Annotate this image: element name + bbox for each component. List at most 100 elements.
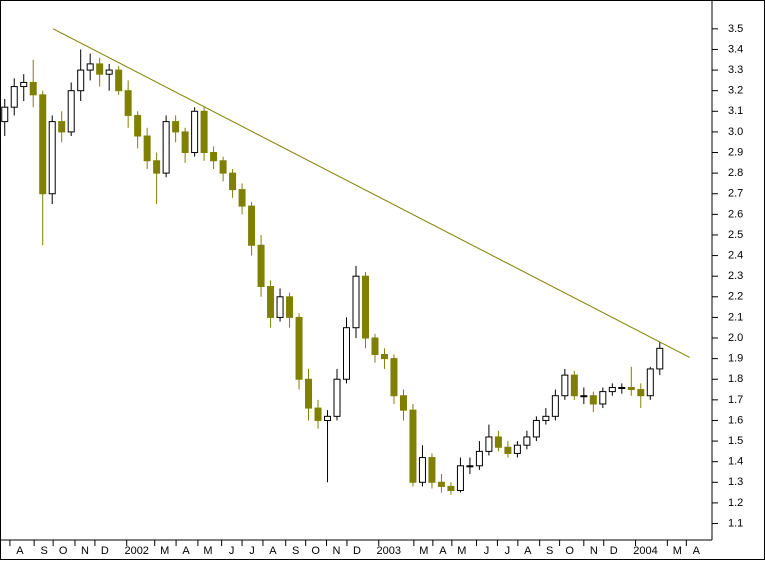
candle-body <box>20 81 28 88</box>
y-tick-label: 1.8 <box>728 373 743 385</box>
x-tick-label: M <box>419 545 428 557</box>
candle-body <box>656 347 664 370</box>
y-tick-label: 3.3 <box>728 64 743 76</box>
candle-body <box>115 69 123 92</box>
x-tick-label: D <box>610 545 618 557</box>
y-tick-label: 3.4 <box>728 43 743 55</box>
y-tick-label: 1.2 <box>728 497 743 509</box>
y-tick-label: 3.5 <box>728 23 743 35</box>
candle-body <box>67 90 75 133</box>
x-tick-label: M <box>673 545 682 557</box>
candle-body <box>542 415 550 421</box>
candle-body <box>39 94 47 195</box>
candle-body <box>343 327 351 380</box>
candle-body <box>618 386 626 389</box>
x-tick-label: 2003 <box>377 545 401 557</box>
candle-body <box>409 409 417 483</box>
x-tick-label: S <box>546 545 553 557</box>
candle-body <box>219 160 227 174</box>
x-tick-label: A <box>16 545 24 557</box>
x-tick-label: M <box>203 545 212 557</box>
candle-body <box>191 110 199 154</box>
y-tick-label: 2.7 <box>728 188 743 200</box>
candle-body <box>494 436 502 448</box>
candle-body <box>580 395 588 398</box>
candle-body <box>105 69 113 75</box>
candle-body <box>295 316 303 380</box>
candle-body <box>181 131 189 154</box>
x-tick-label: D <box>101 545 109 557</box>
candle-body <box>86 63 94 71</box>
x-tick-label: J <box>229 545 235 557</box>
x-tick-label: N <box>590 545 598 557</box>
candle-body <box>475 450 483 467</box>
candle-body <box>200 110 208 154</box>
candle-body <box>238 189 246 207</box>
candle-body <box>504 446 512 454</box>
y-tick-label: 3.0 <box>728 126 743 138</box>
y-tick-label: 1.4 <box>728 456 743 468</box>
candle-body <box>627 386 635 391</box>
y-tick-label: 2.3 <box>728 270 743 282</box>
candle-body <box>286 296 294 318</box>
x-tick-label: A <box>524 545 532 557</box>
candle-body <box>646 368 654 397</box>
candle-body <box>456 465 464 492</box>
y-tick-label: 2.2 <box>728 291 743 303</box>
candle-body <box>637 389 645 397</box>
candle-body <box>172 121 180 133</box>
candle-body <box>210 152 218 162</box>
y-tick-label: 1.7 <box>728 394 743 406</box>
candle-body <box>48 121 56 195</box>
candle-body <box>324 415 332 421</box>
x-tick-label: N <box>333 545 341 557</box>
y-tick-label: 2.4 <box>728 249 743 261</box>
candle-body <box>418 457 426 483</box>
x-tick-label: D <box>353 545 361 557</box>
x-tick-label: J <box>484 545 490 557</box>
x-tick-label: S <box>40 545 47 557</box>
candle-body <box>96 63 104 75</box>
candle-body <box>276 296 284 318</box>
y-tick-label: 1.9 <box>728 353 743 365</box>
x-tick-label: M <box>457 545 466 557</box>
candle-body <box>257 244 265 287</box>
candle-body <box>570 374 578 397</box>
candle-body <box>314 407 322 421</box>
candle-body <box>589 395 597 405</box>
x-tick-label: J <box>249 545 255 557</box>
candle-body <box>352 275 360 329</box>
trendline <box>52 28 690 358</box>
x-tick-label: J <box>505 545 511 557</box>
candle-body <box>428 457 436 483</box>
candle-body <box>10 86 18 108</box>
y-tick-label: 2.0 <box>728 332 743 344</box>
x-tick-label: M <box>160 545 169 557</box>
x-tick-label: O <box>59 545 68 557</box>
y-tick-label: 3.1 <box>728 105 743 117</box>
candle-body <box>447 485 455 492</box>
y-tick-label: 2.6 <box>728 208 743 220</box>
candle-body <box>229 172 237 191</box>
candle-body <box>532 419 540 438</box>
y-tick-label: 2.1 <box>728 311 743 323</box>
candle-body <box>390 358 398 397</box>
x-tick-label: A <box>693 545 701 557</box>
candle-body <box>608 386 616 393</box>
x-tick-label: S <box>292 545 299 557</box>
candle-body <box>371 337 379 356</box>
candle-body <box>551 395 559 417</box>
x-tick-label: A <box>182 545 190 557</box>
y-tick-label: 1.1 <box>728 517 743 529</box>
candle-body <box>466 465 474 468</box>
x-tick-label: 2004 <box>633 545 657 557</box>
candle-body <box>1 106 9 123</box>
x-tick-label: N <box>81 545 89 557</box>
candle-body <box>485 436 493 452</box>
candle-body <box>437 481 445 487</box>
candle-body <box>561 374 569 397</box>
candle-body <box>333 378 341 417</box>
